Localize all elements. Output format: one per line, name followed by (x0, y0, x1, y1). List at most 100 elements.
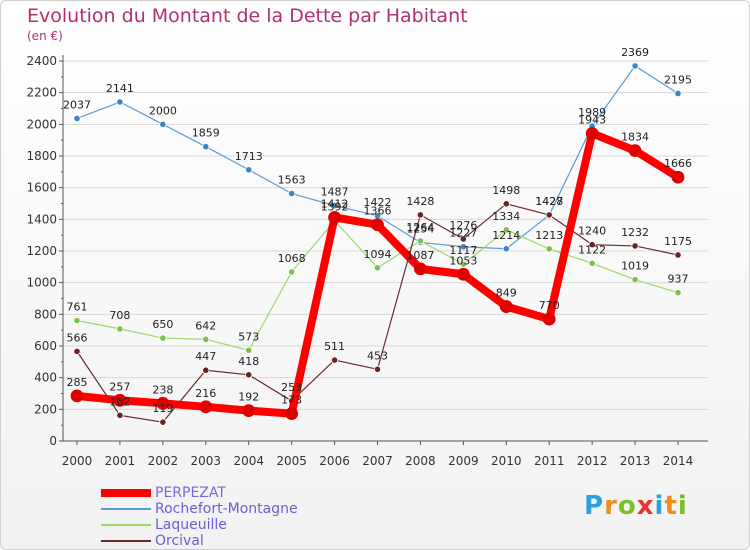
data-label: 1094 (364, 248, 392, 261)
data-label: 1713 (235, 150, 263, 163)
x-tick-label: 2005 (276, 454, 307, 468)
x-tick-label: 2007 (362, 454, 393, 468)
data-label: 173 (281, 394, 302, 407)
data-point (416, 211, 425, 219)
data-label: 2369 (621, 46, 649, 59)
data-label: 1666 (664, 157, 692, 170)
y-tick-label: 2000 (26, 117, 57, 131)
data-point (159, 334, 167, 342)
y-tick-label: 600 (34, 339, 57, 353)
data-label: 1122 (578, 243, 606, 256)
data-label: 1068 (278, 252, 306, 265)
data-label: 119 (152, 402, 173, 415)
data-label: 1487 (321, 186, 349, 199)
data-label: 1392 (321, 201, 349, 214)
x-tick-label: 2000 (62, 454, 93, 468)
data-point (116, 411, 124, 419)
legend-item: PERPEZAT (101, 485, 298, 501)
data-point (414, 262, 427, 276)
data-point (373, 264, 382, 272)
x-tick-label: 2003 (191, 454, 222, 468)
data-label: 761 (67, 301, 88, 314)
data-point (73, 316, 81, 325)
data-point (674, 289, 682, 297)
data-point (70, 389, 84, 403)
data-point (499, 300, 513, 313)
data-point (545, 245, 553, 253)
data-point (288, 268, 296, 276)
chart-subtitle: (en €) (27, 29, 63, 43)
logo-letter: x (636, 491, 655, 521)
data-label: 2037 (63, 98, 91, 111)
data-point (116, 325, 124, 333)
data-label: 1087 (406, 249, 434, 262)
data-point (330, 201, 339, 210)
data-label: 1117 (449, 244, 477, 257)
data-point (159, 418, 167, 426)
data-label: 1214 (492, 229, 520, 242)
x-tick-label: 2013 (620, 454, 651, 468)
data-label: 1366 (364, 205, 392, 218)
data-label: 1943 (578, 113, 606, 126)
data-point (456, 267, 470, 281)
data-point (202, 335, 210, 343)
data-point (285, 407, 299, 421)
y-tick-label: 1600 (26, 181, 57, 195)
y-tick-label: 1400 (26, 212, 57, 226)
legend-swatch (101, 524, 151, 526)
data-label: 418 (238, 355, 259, 368)
data-label: 573 (238, 330, 259, 343)
data-label: 1264 (406, 221, 434, 234)
y-tick-label: 1000 (26, 276, 57, 290)
data-point (588, 241, 596, 249)
data-label: 2195 (664, 73, 692, 86)
data-labels: 2037 2141 2000 1859 1713 1563 1487 1422 1254 1227… (63, 46, 692, 415)
data-point (585, 126, 599, 140)
logo-letter: i (654, 491, 665, 521)
data-point (73, 347, 81, 355)
data-label: 1427 (535, 195, 563, 208)
data-point (459, 260, 467, 268)
data-point (631, 62, 639, 70)
data-point (245, 371, 253, 379)
data-label: 1498 (492, 184, 520, 197)
data-label: 1019 (621, 260, 649, 273)
legend-swatch (101, 489, 151, 497)
data-label: 1254 (406, 222, 434, 235)
grid (63, 60, 708, 410)
data-point (671, 170, 685, 184)
data-point (113, 393, 127, 407)
data-point (202, 143, 210, 151)
data-label: 2141 (106, 82, 134, 95)
y-tick-label: 800 (34, 307, 57, 321)
x-tick-label: 2011 (534, 454, 565, 468)
data-label: 642 (195, 319, 216, 332)
data-label: 1232 (621, 226, 649, 239)
y-tick-label: 1200 (26, 244, 57, 258)
data-point (674, 251, 682, 259)
logo-letter: P (584, 491, 605, 521)
y-tick-label: 0 (49, 434, 57, 448)
data-label: 1859 (192, 127, 220, 140)
logo-letter: r (604, 491, 618, 521)
legend: PERPEZAT Rochefort-Montagne Laqueuille Orci… (101, 485, 298, 549)
x-tick-label: 2009 (448, 454, 479, 468)
data-point (674, 89, 682, 98)
data-point (202, 366, 210, 374)
data-point (245, 346, 253, 354)
data-label: 1428 (535, 195, 563, 208)
data-label: 2000 (149, 104, 177, 117)
y-tick-label: 2400 (26, 54, 57, 68)
data-label: 216 (195, 387, 216, 400)
data-point (631, 276, 639, 284)
data-label: 1053 (449, 254, 477, 267)
data-point (588, 259, 596, 267)
data-point (330, 356, 339, 364)
series-perpezat (70, 126, 685, 421)
data-label: 257 (109, 380, 130, 393)
legend-item: Rochefort-Montagne (101, 501, 298, 517)
data-point (459, 243, 467, 251)
axes: 0 200 400 600 800 1000 1200 1400 1600 1800 2000 220… (26, 54, 708, 468)
